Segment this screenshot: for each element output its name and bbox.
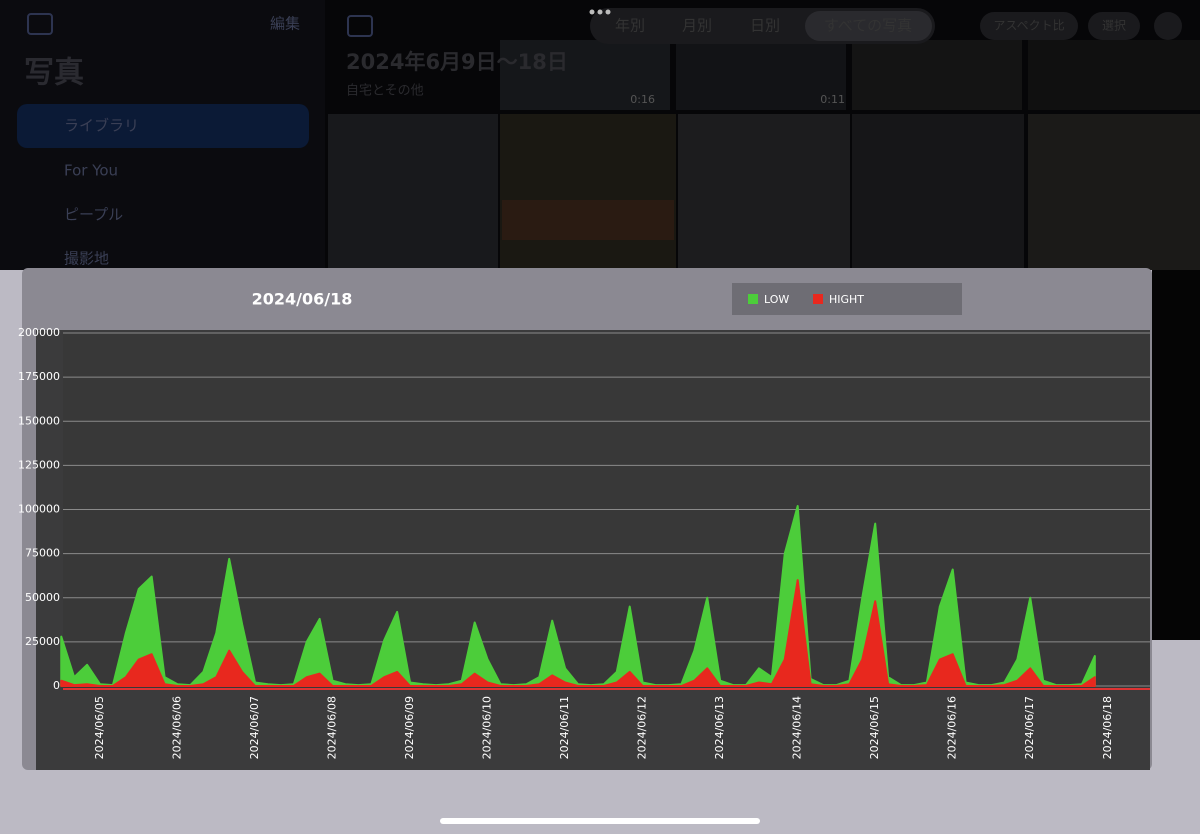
x-tick-label: 2024/06/06 (171, 696, 184, 759)
legend (732, 283, 962, 315)
x-tick-label: 2024/06/15 (868, 696, 881, 759)
more-button[interactable] (1154, 12, 1182, 40)
thumbnail[interactable] (1028, 40, 1200, 110)
y-tick-label: 150000 (18, 414, 60, 427)
segment[interactable]: 年別 (615, 17, 645, 35)
segment[interactable]: 月別 (682, 17, 712, 35)
header-title: 2024年6月9日～18日 (346, 50, 568, 74)
y-tick-label: 50000 (25, 591, 60, 604)
x-tick-label: 2024/06/14 (791, 696, 804, 759)
sidebar-title: 写真 (24, 56, 84, 91)
sidebar-toggle[interactable] (347, 15, 373, 37)
sidebar-item[interactable]: ライブラリ (64, 117, 139, 135)
legend-label: LOW (764, 293, 789, 306)
y-tick-label: 25000 (25, 635, 60, 648)
header-subtitle: 自宅とその他 (346, 84, 424, 99)
legend-label: HIGHT (829, 293, 864, 306)
select-button[interactable] (1088, 12, 1140, 40)
y-tick-label: 100000 (18, 503, 60, 516)
x-tick-label: 2024/06/11 (558, 696, 571, 759)
select-label: 選択 (1102, 19, 1126, 33)
thumbnail[interactable] (852, 40, 1022, 110)
x-tick-label: 2024/06/05 (93, 696, 106, 759)
thumbnail[interactable] (500, 40, 670, 110)
x-tick-label: 2024/06/10 (481, 696, 494, 759)
y-tick-label: 175000 (18, 370, 60, 383)
thumbnail[interactable] (1028, 114, 1200, 270)
x-tick-label: 2024/06/17 (1023, 696, 1036, 759)
thumbnail[interactable] (328, 114, 498, 270)
y-tick-label: 200000 (18, 326, 60, 339)
x-tick-label: 2024/06/16 (946, 696, 959, 759)
duration: 0:11 (820, 93, 845, 106)
thumbnail[interactable] (852, 114, 1024, 270)
x-tick-label: 2024/06/18 (1101, 696, 1114, 759)
legend-swatch (813, 294, 823, 304)
sidebar-item[interactable]: 撮影地 (64, 250, 109, 268)
background-right (1152, 270, 1200, 640)
area (60, 579, 1096, 687)
x-tick-label: 2024/06/13 (713, 696, 726, 759)
segment[interactable]: 日別 (750, 17, 780, 35)
thumbnails (328, 40, 1200, 270)
selected-row (17, 104, 309, 148)
home-indicator[interactable] (440, 818, 760, 824)
thumbnail[interactable] (500, 114, 676, 270)
area (60, 504, 1096, 687)
edit-button[interactable]: 編集 (270, 15, 300, 33)
duration: 0:16 (630, 93, 655, 106)
thumbnail[interactable] (676, 40, 846, 110)
x-tick-label: 2024/06/09 (403, 696, 416, 759)
sidebar-icon[interactable] (27, 13, 53, 35)
y-tick-label: 75000 (25, 547, 60, 560)
legend-swatch (748, 294, 758, 304)
thumbnail[interactable] (678, 114, 850, 270)
y-tick-label: 125000 (18, 458, 60, 471)
x-tick-label: 2024/06/12 (636, 696, 649, 759)
sidebar-item[interactable]: ピープル (64, 206, 123, 224)
sidebar-item[interactable]: For You (64, 162, 118, 180)
aspect-label: アスペクト比 (993, 19, 1064, 33)
selected-segment (805, 11, 932, 41)
multitask-dots[interactable] (589, 9, 611, 15)
aspect-button[interactable] (980, 12, 1078, 40)
x-tick-label: 2024/06/08 (326, 696, 339, 759)
chart-title: 2024/06/18 (252, 290, 353, 309)
x-tick-label: 2024/06/07 (248, 696, 261, 759)
y-tick-label: 0 (53, 679, 60, 692)
segment[interactable]: すべての写真 (824, 17, 912, 35)
thumbnail (502, 200, 674, 240)
